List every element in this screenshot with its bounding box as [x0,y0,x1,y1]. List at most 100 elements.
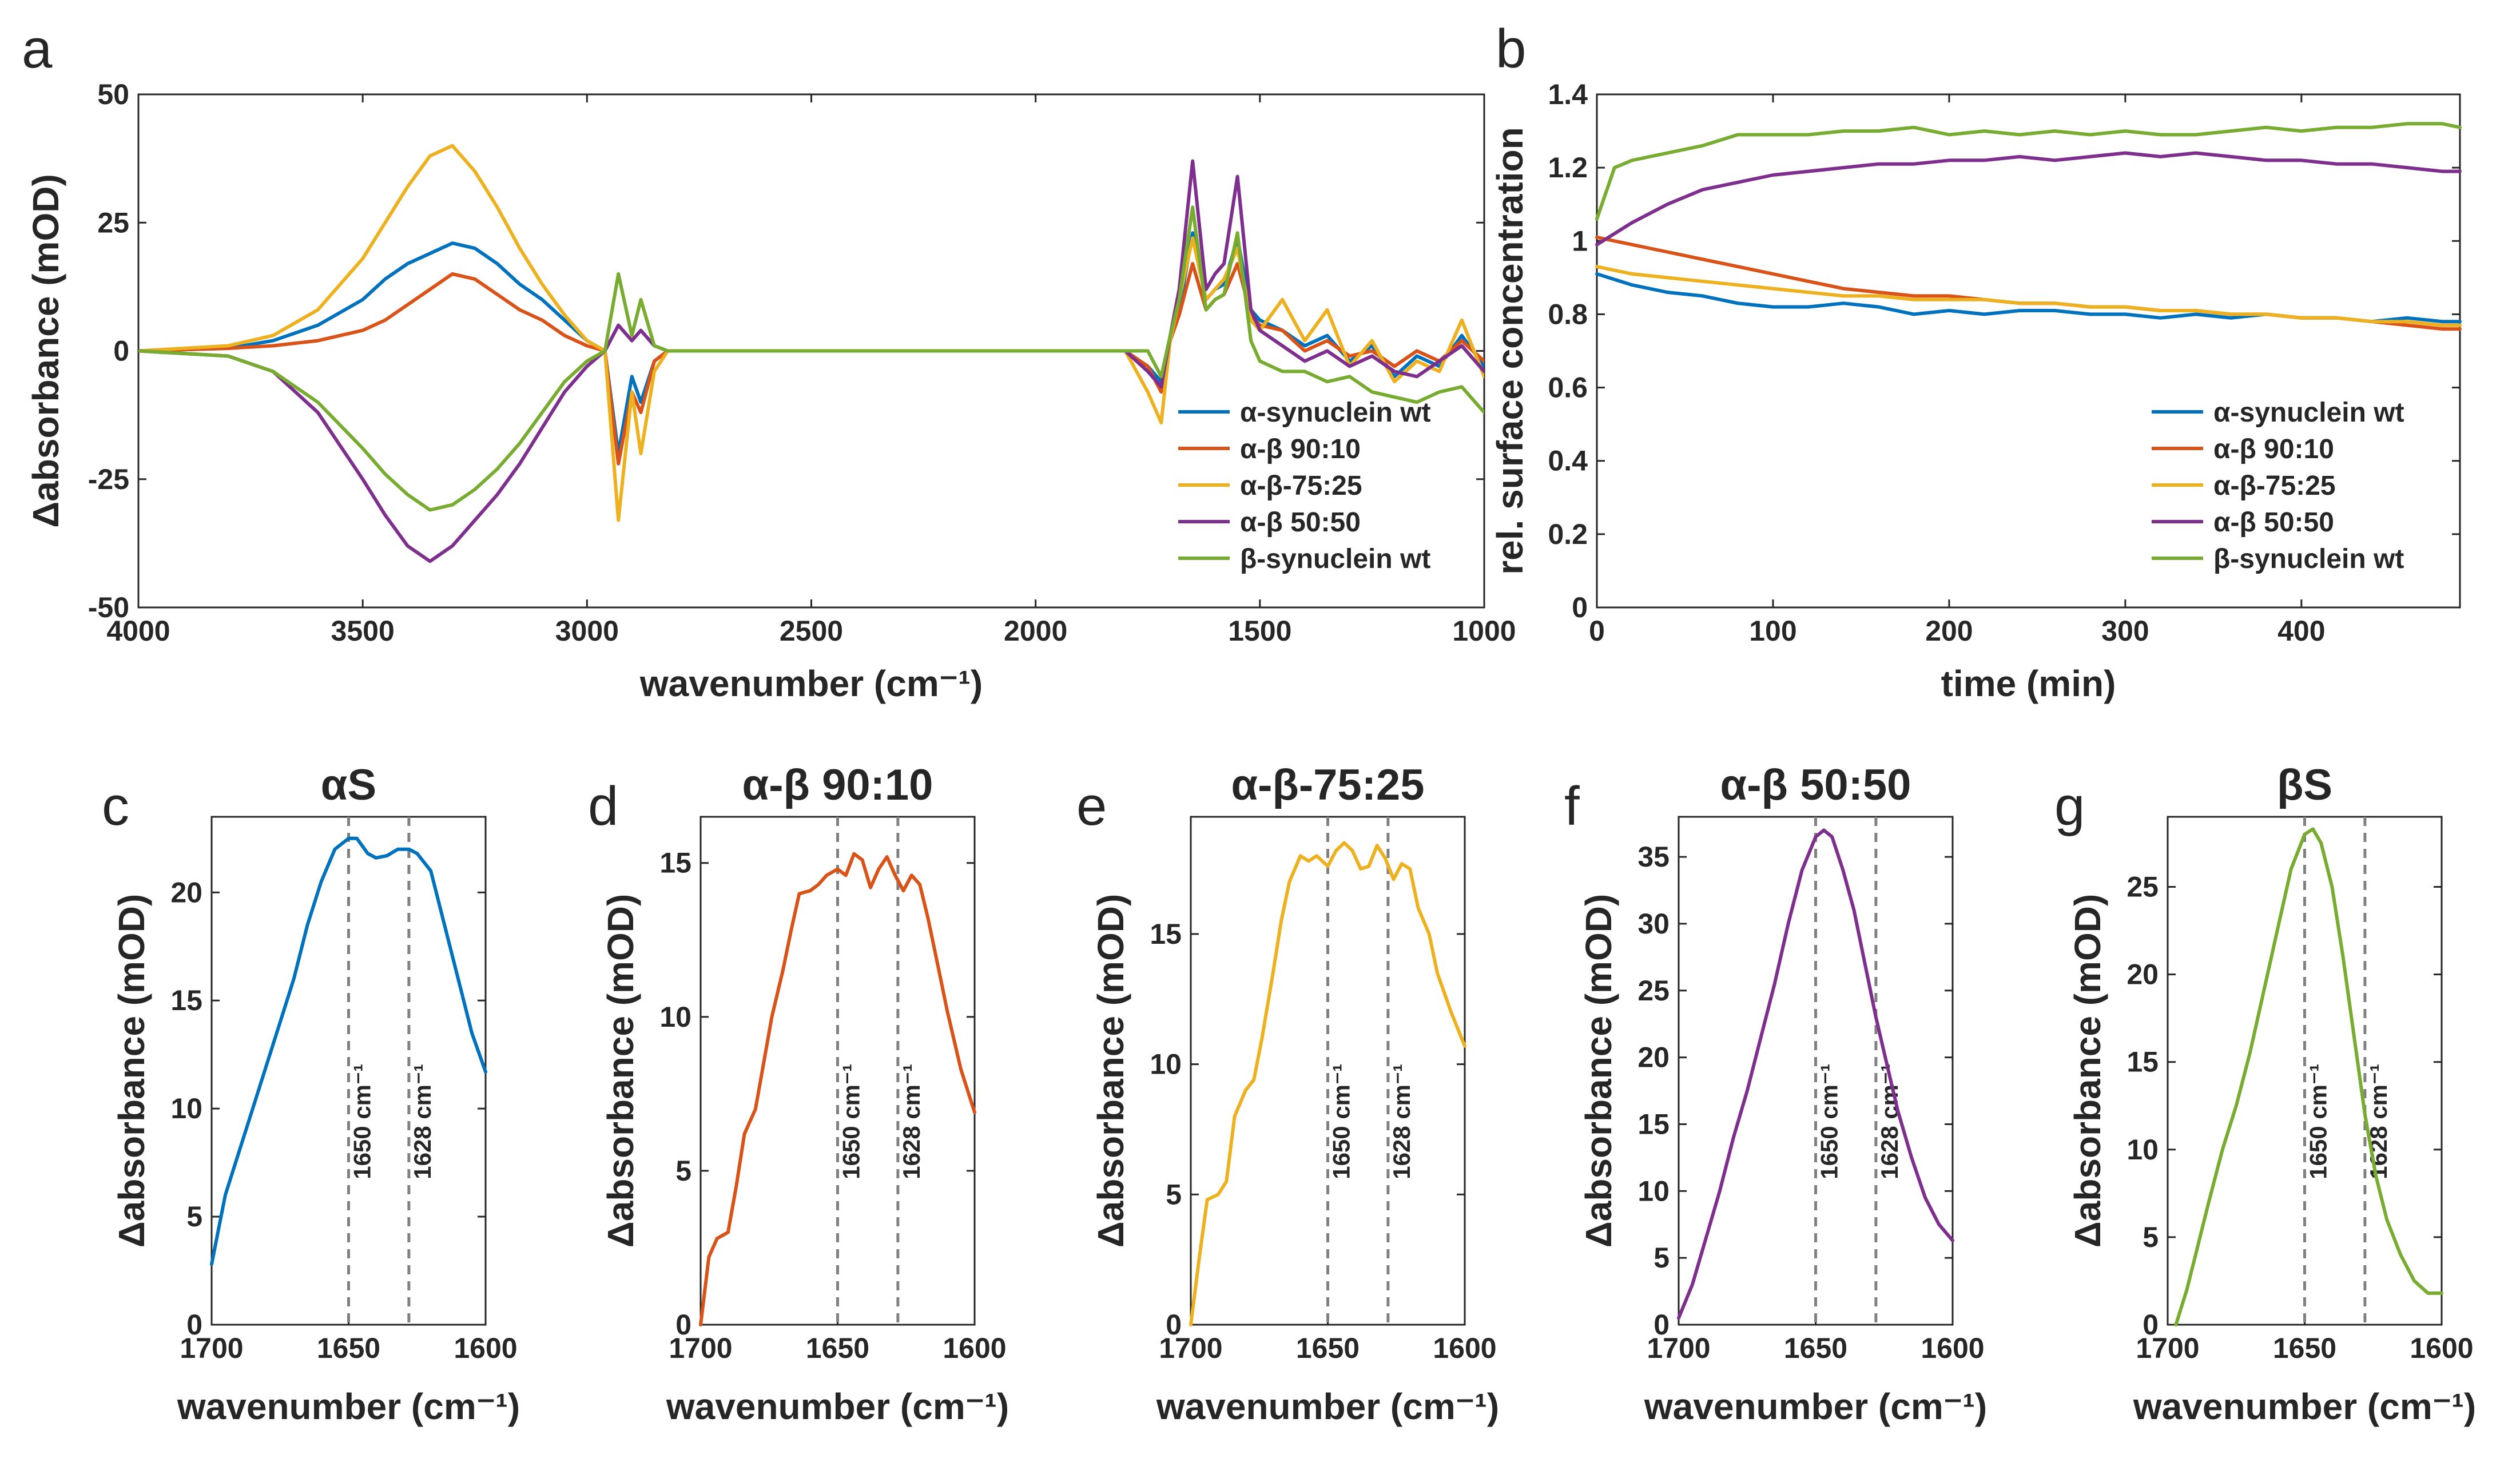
panel-label-c: c [102,776,129,837]
panel-label-e: e [1076,776,1107,837]
panel-a-legend-entry: α-β-75:25 [1240,471,1362,501]
panel-d-xtick-label: 1600 [943,1332,1006,1364]
panel-e-title: α-β-75:25 [1231,761,1424,809]
panel-g-xtick-label: 1600 [2410,1332,2473,1364]
panel-f-ytick-label: 25 [1637,975,1670,1007]
panel-f-ref-label: 1628 cm⁻¹ [1876,1064,1903,1179]
panel-f-xtick-label: 1650 [1784,1332,1847,1364]
panel-f-xtick-label: 1700 [1647,1332,1710,1364]
panel-g-axes: 1700 1650 1600 0 5 10 15 20 25 wavenumber (cm⁻¹) Δ… [2067,816,2476,1427]
panel-f-title: α-β 50:50 [1720,761,1911,809]
panel-d-xlabel: wavenumber (cm⁻¹) [666,1386,1009,1427]
panel-c-ref-label: 1650 cm⁻¹ [349,1064,376,1179]
panel-b-xtick-label: 200 [1925,615,1973,647]
panel-g-xtick-label: 1700 [2136,1332,2199,1364]
panel-b-xtick-label: 400 [2277,615,2325,647]
panel-b-ytick-label: 0.2 [1548,518,1588,550]
panel-c-ylabel: Δabsorbance (mOD) [111,894,152,1248]
panel-b-ytick-label: 1.4 [1548,78,1588,110]
panel-label-f: f [1564,776,1580,837]
panel-g-xtick-label: 1650 [2273,1332,2336,1364]
panel-b-frame [1596,93,2461,609]
panel-label-d: d [588,776,618,837]
panel-e-xtick-label: 1600 [1433,1332,1496,1364]
panel-a-xtick-label: 1500 [1228,615,1291,647]
panel-g-ref-label: 1650 cm⁻¹ [2305,1064,2332,1179]
panel-b-ytick-label: 1.2 [1548,152,1588,184]
panel-b-axes: 0 100 200 300 400 0 0.2 0.4 0.6 0.8 1 1.2 1.4 time (m… [1489,78,2461,704]
panel-b-series-line [1595,272,2462,324]
panel-d-title: α-β 90:10 [742,761,933,809]
panel-c-title: αS [321,761,376,809]
panel-d-ytick-label: 10 [659,1001,691,1033]
panel-label-g: g [2054,776,2085,837]
panel-e-ref-label: 1650 cm⁻¹ [1328,1064,1355,1179]
panel-d-ytick-label: 5 [675,1155,691,1187]
panel-c-ytick-label: 15 [170,984,202,1016]
panel-e-series-line [1189,841,1466,1326]
panel-g-xlabel: wavenumber (cm⁻¹) [2133,1386,2476,1427]
panel-a-ytick-label: -50 [88,591,129,623]
panel-c-xlabel: wavenumber (cm⁻¹) [177,1386,520,1427]
panel-b-xtick-label: 100 [1749,615,1796,647]
panel-b-legend-entry: α-β 90:10 [2213,434,2334,464]
panel-a-xtick-label: 4000 [106,615,170,647]
panel-a-legend-entry: α-synuclein wt [1240,398,1431,428]
panel-a-ytick-label: 50 [97,78,129,110]
panel-c-ytick-label: 20 [170,876,202,908]
panel-g-ytick-label: 10 [2127,1134,2159,1166]
panel-a-xtick-label: 3000 [555,615,619,647]
panel-d-ylabel: Δabsorbance (mOD) [600,894,641,1248]
panel-d-series-line [699,852,976,1326]
panel-g-ytick-label: 20 [2127,959,2159,991]
panel-b-series-line [1595,122,2462,221]
panel-e-ytick-label: 10 [1150,1048,1182,1080]
panel-b-ytick-label: 1 [1572,225,1588,257]
panel-c-xtick-label: 1700 [180,1332,243,1364]
panel-f-ytick-label: 10 [1637,1175,1670,1207]
panel-a-legend-entry: α-β 90:10 [1240,434,1361,464]
panel-b-legend-entry: α-β 50:50 [2213,507,2334,538]
panel-a-series-line [138,159,1484,563]
panel-c-series-line [210,836,487,1266]
panel-b-series-line [1595,265,2462,327]
panel-a-ytick-label: 25 [97,206,129,239]
panel-g-ytick-label: 15 [2127,1046,2159,1078]
panel-b-xtick-label: 300 [2101,615,2149,647]
panel-b-ytick-label: 0.4 [1548,445,1588,477]
panel-f-ytick-label: 0 [1653,1309,1670,1341]
panel-g-ytick-label: 5 [2143,1221,2159,1253]
panel-e-ylabel: Δabsorbance (mOD) [1090,894,1131,1248]
panel-b-legend-entry: α-β-75:25 [2213,471,2336,501]
panel-c-ytick-label: 10 [170,1092,202,1125]
panel-a-xtick-label: 1000 [1452,615,1516,647]
panel-c-ytick-label: 0 [186,1309,202,1341]
panel-a-axes: 4000 3500 3000 2500 2000 1500 1000 -50 -25 0 25 50 w… [25,78,1516,704]
panel-a-legend-entry: β-synuclein wt [1240,544,1430,574]
panel-a-xtick-label: 2500 [780,615,843,647]
panel-g-series-line [2174,827,2443,1326]
panel-f-xlabel: wavenumber (cm⁻¹) [1644,1386,1987,1427]
panel-d-axes: 1700 1650 1600 0 5 10 15 wavenumber (cm⁻¹) Δabso… [600,816,1009,1427]
panel-a-ytick-label: -25 [88,463,129,495]
panel-e-xlabel: wavenumber (cm⁻¹) [1156,1386,1499,1427]
panel-a-legend: α-synuclein wt α-β 90:10 α-β-75:25 α-β 50:5… [1178,398,1431,574]
panel-e-axes: 1700 1650 1600 0 5 10 15 wavenumber (cm⁻¹) Δabso… [1090,816,1499,1427]
panel-b-legend-entry: β-synuclein wt [2213,544,2404,574]
panel-c-axes: 1700 1650 1600 0 5 10 15 20 wavenumber (cm⁻¹) Δab… [111,816,520,1427]
panel-a-xtick-label: 2000 [1004,615,1067,647]
panel-a-xtick-label: 3500 [331,615,395,647]
panel-c-xtick-label: 1600 [454,1332,517,1364]
panel-d-xtick-label: 1650 [806,1332,869,1364]
panel-f-ytick-label: 35 [1637,841,1670,873]
panel-d-ytick-label: 0 [675,1309,691,1341]
panel-e-ytick-label: 5 [1166,1178,1182,1210]
panel-f-ref-label: 1650 cm⁻¹ [1816,1064,1843,1179]
panel-f-ytick-label: 5 [1653,1242,1670,1274]
panel-c-xtick-label: 1650 [317,1332,380,1364]
panel-b-ytick-label: 0.6 [1548,372,1588,404]
panel-b-series-line [1595,151,2462,247]
panel-f-ytick-label: 15 [1637,1108,1670,1140]
panel-a-ytick-label: 0 [113,335,129,367]
